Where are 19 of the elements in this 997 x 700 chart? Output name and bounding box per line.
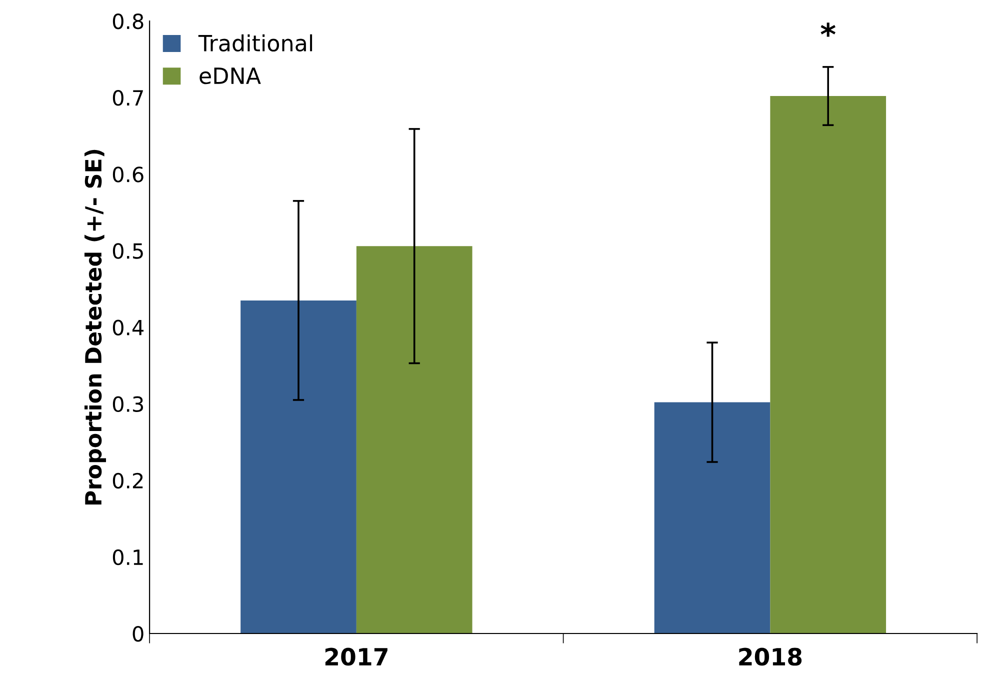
bar: [770, 96, 886, 634]
y-tick-label: 0.2: [112, 472, 143, 489]
bar: [240, 300, 356, 634]
y-tick-label: 0.4: [112, 320, 144, 336]
y-tick-label: 0.5: [112, 243, 143, 259]
bar: [356, 246, 472, 634]
x-tick-label: 2018: [739, 648, 802, 666]
y-tick-label: 0.1: [112, 549, 143, 566]
y-tick-label: 0.6: [112, 166, 144, 182]
bar: [654, 402, 770, 634]
y-axis-title: Proportion Detected (+/- SE): [84, 150, 106, 505]
x-tick-label: 2017: [325, 648, 388, 666]
y-tick-label: 0: [132, 626, 144, 642]
y-tick-label: 0.7: [112, 90, 143, 106]
legend-label: eDNA: [200, 68, 261, 84]
y-tick-label: 0.3: [112, 396, 144, 412]
legend-label: Traditional: [198, 34, 312, 52]
y-tick-label: 0.8: [112, 13, 144, 30]
annotation: *: [820, 22, 836, 37]
